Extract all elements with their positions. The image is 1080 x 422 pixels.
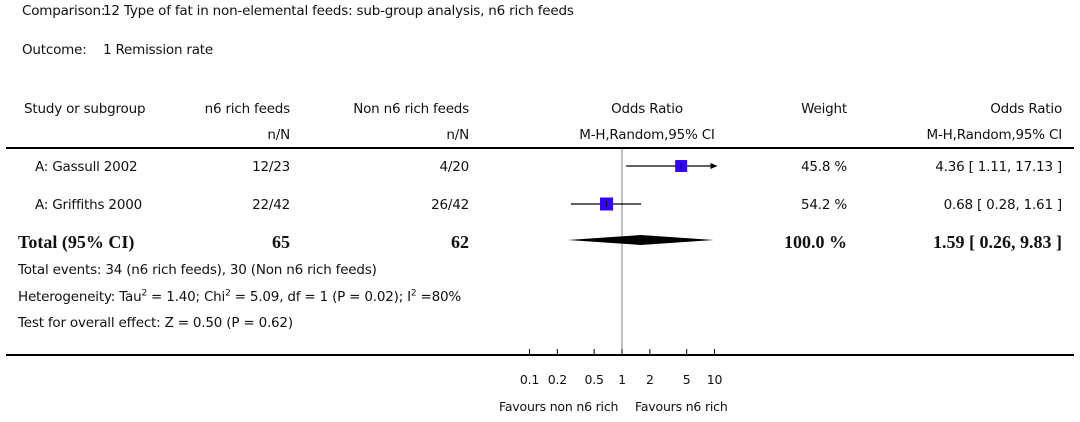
tick-label: 1 [618, 372, 626, 387]
column-header-plot: Odds Ratio [611, 101, 683, 117]
column-header-group2: Non n6 rich feeds [353, 101, 469, 117]
favours-right-label: Favours n6 rich [635, 399, 728, 414]
bottom-rule [6, 354, 1074, 356]
comparison-label: Comparison: [22, 3, 106, 19]
heterogeneity-text: =80% [416, 289, 462, 305]
column-header-group2-sub: n/N [446, 127, 469, 143]
total-events: Total events: 34 (n6 rich feeds), 30 (No… [18, 262, 377, 278]
tick-label: 10 [706, 372, 723, 387]
superscript: 2 [141, 288, 147, 299]
tick-label: 0.5 [584, 372, 604, 387]
study-group1: 12/23 [252, 159, 290, 175]
superscript: 2 [225, 288, 231, 299]
column-header-plot-sub: M-H,Random,95% CI [579, 127, 715, 143]
pooled-diamond [567, 235, 714, 245]
heterogeneity-text: = 1.40; Chi [146, 289, 226, 305]
study-weight: 54.2 % [801, 197, 847, 213]
column-header-weight: Weight [801, 101, 847, 117]
total-group1: 65 [272, 232, 290, 252]
comparison-value: 12 Type of fat in non-elemental feeds: s… [103, 3, 574, 19]
total-weight: 100.0 % [784, 232, 847, 252]
heterogeneity-text: = 5.09, df = 1 (P = 0.02); I [230, 289, 411, 305]
study-effect: 4.36 [ 1.11, 17.13 ] [935, 159, 1062, 175]
superscript: 2 [410, 288, 417, 299]
total-label: Total (95% CI) [18, 232, 135, 252]
total-group2: 62 [451, 232, 469, 252]
study-group1: 22/42 [252, 197, 290, 213]
tick-label: 0.1 [519, 372, 540, 387]
overall-effect-test: Test for overall effect: Z = 0.50 (P = 0… [18, 315, 293, 331]
total-effect: 1.59 [ 0.26, 9.83 ] [933, 232, 1062, 252]
tick-label: 5 [682, 372, 691, 387]
outcome-label: Outcome: [22, 42, 87, 58]
column-header-effect: Odds Ratio [990, 101, 1062, 117]
tick-label: 2 [645, 372, 654, 387]
outcome-value: 1 Remission rate [103, 42, 214, 58]
study-name: A: Gassull 2002 [35, 159, 138, 175]
column-header-group1: n6 rich feeds [204, 101, 291, 117]
ci-arrow-right [710, 163, 718, 169]
header-rule [6, 147, 1074, 149]
study-group2: 26/42 [431, 197, 469, 213]
column-header-group1-sub: n/N [267, 127, 290, 143]
study-name: A: Griffiths 2000 [35, 197, 142, 213]
column-header-effect-sub: M-H,Random,95% CI [926, 127, 1063, 143]
study-effect: 0.68 [ 0.28, 1.61 ] [943, 197, 1063, 213]
column-header-study: Study or subgroup [24, 101, 146, 117]
tick-label: 0.2 [547, 372, 567, 387]
study-weight: 45.8 % [801, 159, 847, 175]
study-group2: 4/20 [439, 159, 469, 175]
favours-left-label: Favours non n6 rich [499, 399, 619, 414]
heterogeneity: Heterogeneity: Tau2 = 1.40; Chi2 = 5.09,… [18, 289, 461, 305]
heterogeneity-text: Heterogeneity: Tau [18, 289, 142, 305]
